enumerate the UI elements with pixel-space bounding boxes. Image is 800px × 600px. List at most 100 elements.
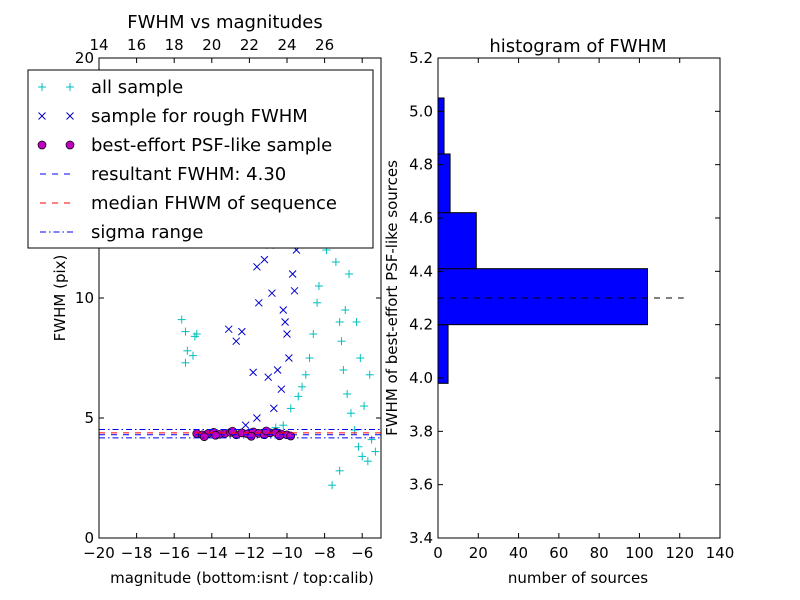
point-+-0-2 xyxy=(189,351,197,360)
r-x-tick-label-3: 60 xyxy=(549,544,568,562)
x-tick-label-7: −6 xyxy=(351,544,373,562)
x-b xyxy=(232,337,241,346)
point-x-1-1 xyxy=(260,255,269,264)
r-x-tick-label-7: 140 xyxy=(706,544,735,562)
legend-entry-3: resultant FWHM: 4.30 xyxy=(40,164,286,185)
histogram-bar-3 xyxy=(437,153,451,214)
left-x-axis-label: magnitude (bottom:isnt / top:calib) xyxy=(110,569,374,587)
point-+-0-40 xyxy=(365,370,374,379)
point-x-1-15 xyxy=(288,270,297,278)
x-b xyxy=(279,306,288,314)
r-y-tick-label-9: 5.2 xyxy=(409,49,433,67)
r-y-tick-label-1: 3.6 xyxy=(409,476,433,494)
legend-entry-0: all sample xyxy=(38,77,183,98)
point-x-1-10 xyxy=(285,354,293,362)
r-y-tick-label-7: 4.8 xyxy=(409,156,433,174)
fwhm-histogram-chart: 0 20 40 60 80 100 120 140 3.4 3.6 3.8 4.0 4.2 4.4 4.6 4… xyxy=(383,36,734,587)
r-x-tick-label-2: 40 xyxy=(509,544,528,562)
r-x-tick-label-5: 100 xyxy=(625,544,654,562)
top-tick-label-1: 16 xyxy=(127,36,146,54)
x-b xyxy=(273,366,282,374)
point-+-0-42 xyxy=(352,318,361,326)
point-+-0-38 xyxy=(337,337,346,346)
left-plot-area xyxy=(99,78,381,490)
point-+-0-36 xyxy=(345,270,354,278)
right-plot-frame xyxy=(437,57,721,539)
top-tick-label-0: 14 xyxy=(89,36,108,54)
r-y-tick-label-5: 4.4 xyxy=(409,262,433,280)
point-+-0-28 xyxy=(328,481,337,490)
top-tick-label-2: 18 xyxy=(165,36,184,54)
right-axis-ticks: 0 20 40 60 80 100 120 140 3.4 3.6 3.8 4.0 4.2 4.4 4.6 4… xyxy=(409,49,734,562)
legend-label-3: resultant FWHM: 4.30 xyxy=(91,164,286,185)
point-+-0-37 xyxy=(341,306,350,314)
point-+-0-10 xyxy=(294,392,303,401)
y-tick-label-0: 0 xyxy=(84,529,94,547)
right-x-axis-label: number of sources xyxy=(508,569,648,587)
legend-label-1: sample for rough FWHM xyxy=(91,106,308,127)
x-tick-label-4: −12 xyxy=(234,544,266,562)
legend-marker xyxy=(66,112,74,120)
point-x-1-24 xyxy=(269,404,278,413)
legend-marker xyxy=(38,112,46,120)
x-tick-label-1: −18 xyxy=(121,544,153,562)
r-y-tick-label-3: 4.0 xyxy=(409,369,433,387)
point-+-0-24 xyxy=(358,452,367,461)
point-o-2-21 xyxy=(246,431,256,441)
x-b xyxy=(253,262,261,271)
x-tick-label-6: −8 xyxy=(314,544,336,562)
point-x-1-27 xyxy=(277,385,286,394)
point-o-2-20 xyxy=(228,426,237,436)
r-y-tick-label-2: 3.8 xyxy=(409,422,433,440)
left-chart-legend: all sample sample for rough FWHM best-effo… xyxy=(27,69,374,249)
r-y-tick-label-0: 3.4 xyxy=(409,529,433,547)
x-b xyxy=(264,373,273,382)
histogram-bar-0 xyxy=(437,324,449,384)
point-o-2-22 xyxy=(261,426,271,436)
legend-entry-5: sigma range xyxy=(40,222,203,243)
point-x-1-13 xyxy=(268,289,276,298)
top-tick-label-5: 24 xyxy=(277,36,296,54)
point-x-1-0 xyxy=(253,262,261,271)
x-b xyxy=(238,327,246,336)
legend-box xyxy=(27,69,374,249)
x-b xyxy=(277,385,286,394)
x-b xyxy=(268,289,276,298)
point-+-0-32 xyxy=(313,298,322,307)
point-+-0-23 xyxy=(354,442,363,451)
point-x-1-25 xyxy=(281,318,289,326)
point-+-0-11 xyxy=(301,370,310,379)
point-x-1-8 xyxy=(279,306,288,314)
x-b xyxy=(285,354,293,362)
x-tick-label-3: −14 xyxy=(196,544,228,562)
x-b xyxy=(253,414,261,422)
r-y-tick-label-4: 4.2 xyxy=(409,316,433,334)
point-+-0-34 xyxy=(298,382,307,391)
point-+-0-9 xyxy=(286,404,295,413)
point-o-2-18 xyxy=(199,432,209,442)
r-y-tick-label-6: 4.6 xyxy=(409,209,433,227)
point-+-0-17 xyxy=(331,258,340,266)
point-+-0-20 xyxy=(343,390,352,398)
x-b xyxy=(281,318,289,326)
legend-label-2: best-effort PSF-like sample xyxy=(91,135,332,156)
r-x-tick-label-6: 120 xyxy=(665,544,694,562)
r-x-tick-label-4: 80 xyxy=(590,544,609,562)
x-tick-label-0: −20 xyxy=(83,544,115,562)
point-+-0-33 xyxy=(305,354,314,362)
point-+-0-8 xyxy=(279,421,288,430)
x-b xyxy=(241,421,250,430)
point-+-0-6 xyxy=(183,346,192,355)
point-x-1-18 xyxy=(238,327,246,336)
point-+-0-18 xyxy=(335,318,344,326)
y-tick-label-1: 5 xyxy=(84,409,94,427)
point-+-0-21 xyxy=(346,409,355,418)
y-tick-label-2: 10 xyxy=(75,289,94,307)
point-+-0-5 xyxy=(181,358,190,367)
point-+-0-12 xyxy=(309,330,318,338)
point-+-0-39 xyxy=(360,402,369,410)
x-b xyxy=(290,286,299,295)
